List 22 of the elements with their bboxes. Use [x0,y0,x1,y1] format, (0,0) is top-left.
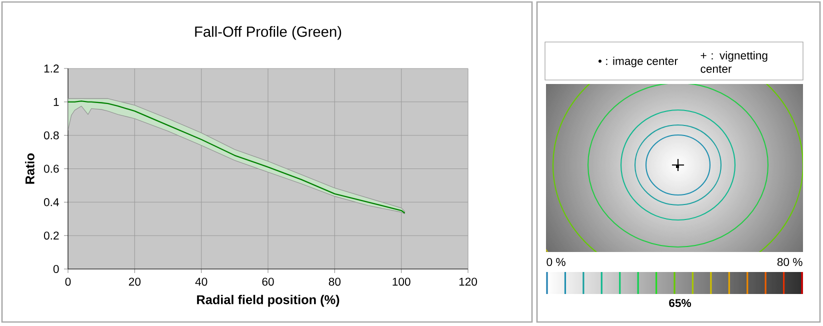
x-tick-label: 120 [459,278,478,286]
text: 65% [669,299,692,308]
y-tick-label: 1 [54,98,59,106]
y-tick-label: 0.4 [44,198,59,206]
x-tick-label: 60 [262,278,274,286]
text: 0 % [546,258,566,266]
text: • : image center [598,56,678,68]
x-tick-label: 20 [128,278,141,286]
y-axis-title: Ratio [25,153,34,184]
y-tick-label: 0.8 [44,131,59,140]
y-tick-label: 0 [53,265,59,274]
x-tick-label: 40 [195,278,208,286]
x-tick-label: 80 [328,278,341,286]
x-tick-label: 100 [392,278,410,286]
chart-title: Fall-Off Profile (Green) [195,26,342,40]
y-tick-label: 1.2 [44,64,59,72]
y-tick-label: 0.6 [44,164,59,173]
text: + : vignetting center [700,51,768,73]
text: 80 % [777,258,802,266]
y-tick-label: 0.2 [44,232,59,240]
x-tick-label: 0 [65,278,71,286]
x-axis-title: Radial field position (%) [197,294,340,307]
